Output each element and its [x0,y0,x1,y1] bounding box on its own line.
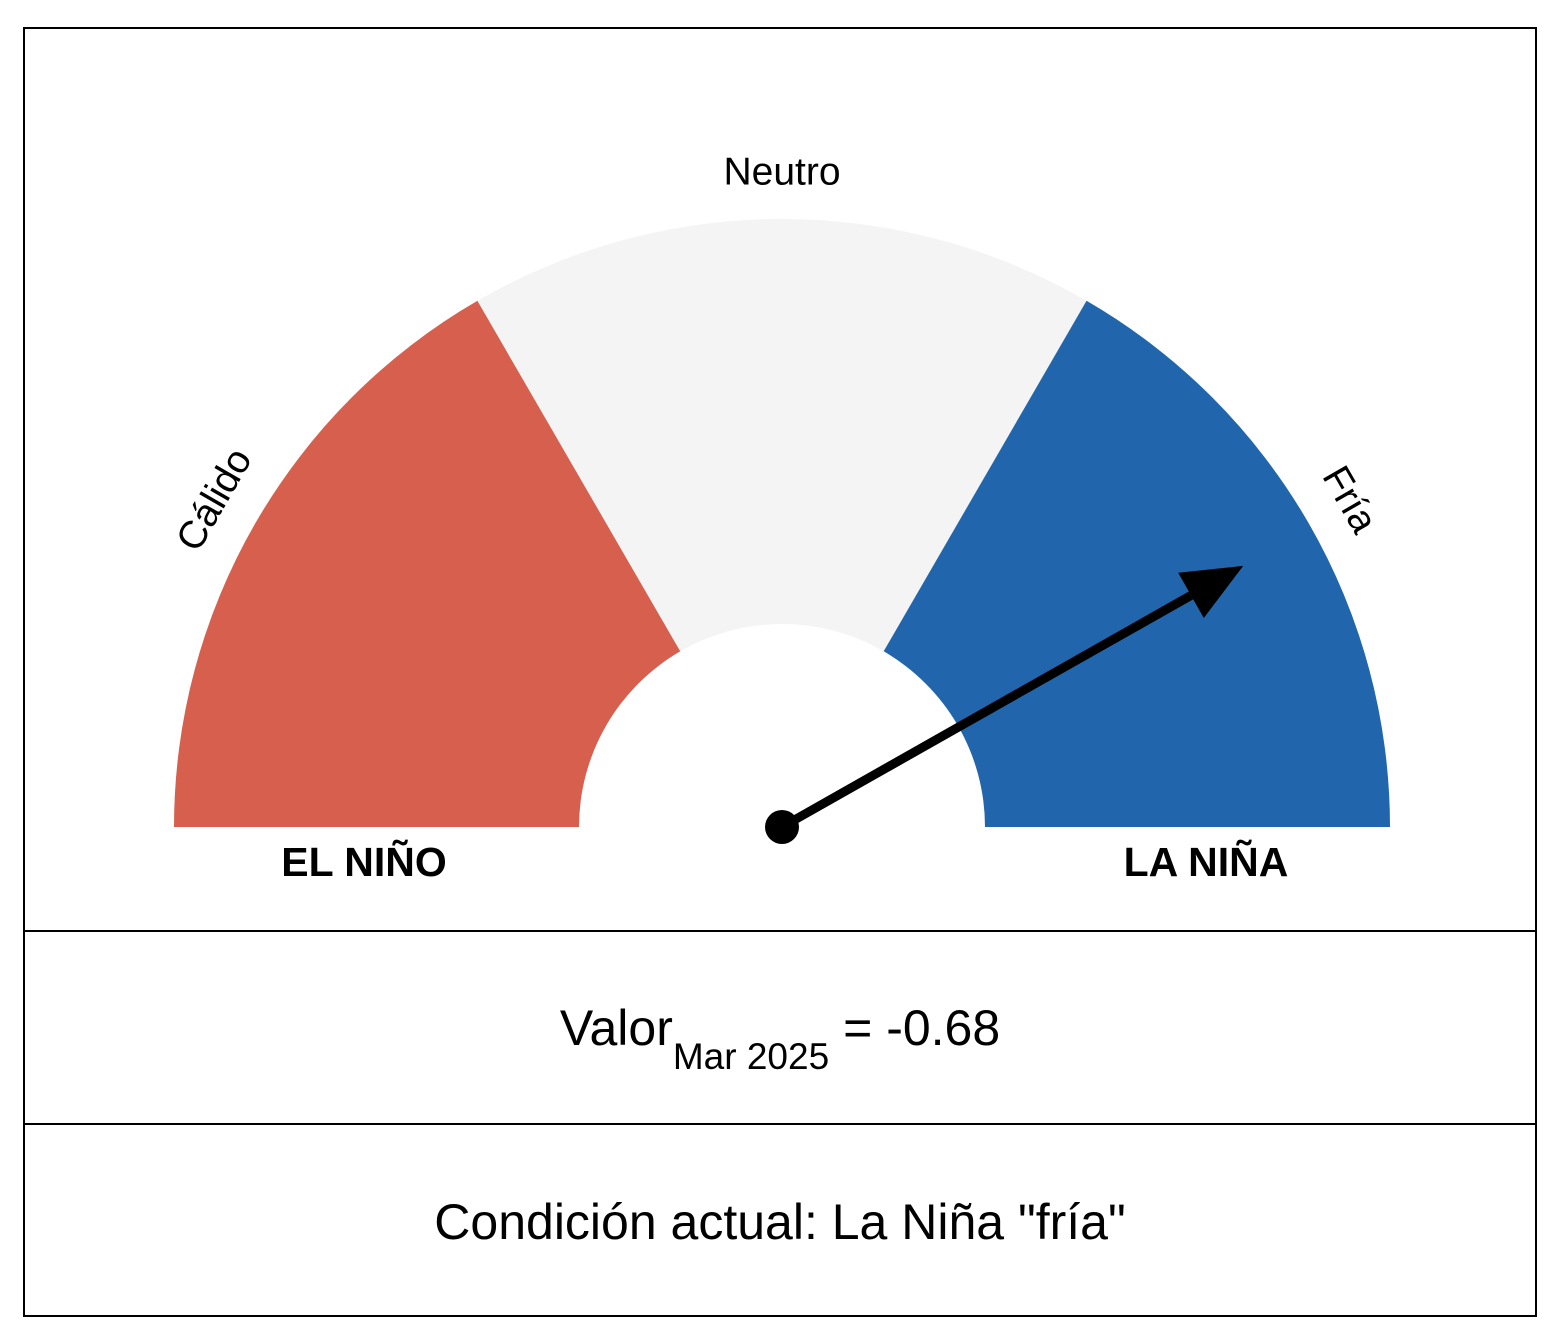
needle-arrowhead [1178,565,1244,619]
value-row: ValorMar 2025 = -0.68 [25,932,1535,1124]
divider-bottom [25,1123,1535,1125]
value-number: -0.68 [886,999,1001,1056]
needle-shaft [779,591,1194,831]
gauge-sectors [174,218,1390,828]
value-period: Mar 2025 [672,1036,830,1078]
needle-hub [765,810,799,844]
sector-neutro [477,218,1087,652]
end-label-la-nina: LA NIÑA [1124,839,1289,885]
sector-label-fria: Fría [1314,459,1386,541]
end-label-el-nino: EL NIÑO [281,839,447,885]
value-equals: = [843,999,873,1056]
value-label: Valor [559,999,673,1056]
sector-label-neutro: Neutro [723,150,840,193]
gauge-chart-frame: Cálido Neutro Fría EL NIÑO LA NIÑA Valor… [23,27,1537,1317]
gauge-needle [765,565,1244,844]
gauge-chart: Cálido Neutro Fría EL NIÑO LA NIÑA [168,150,1390,885]
sector-calido [174,300,681,828]
condition-text: Condición actual: La Niña "fría" [434,1193,1126,1250]
divider-top [25,930,1535,932]
condition-row: Condición actual: La Niña "fría" [25,1126,1535,1317]
value-readout: ValorMar 2025 = -0.68 [559,999,1001,1075]
